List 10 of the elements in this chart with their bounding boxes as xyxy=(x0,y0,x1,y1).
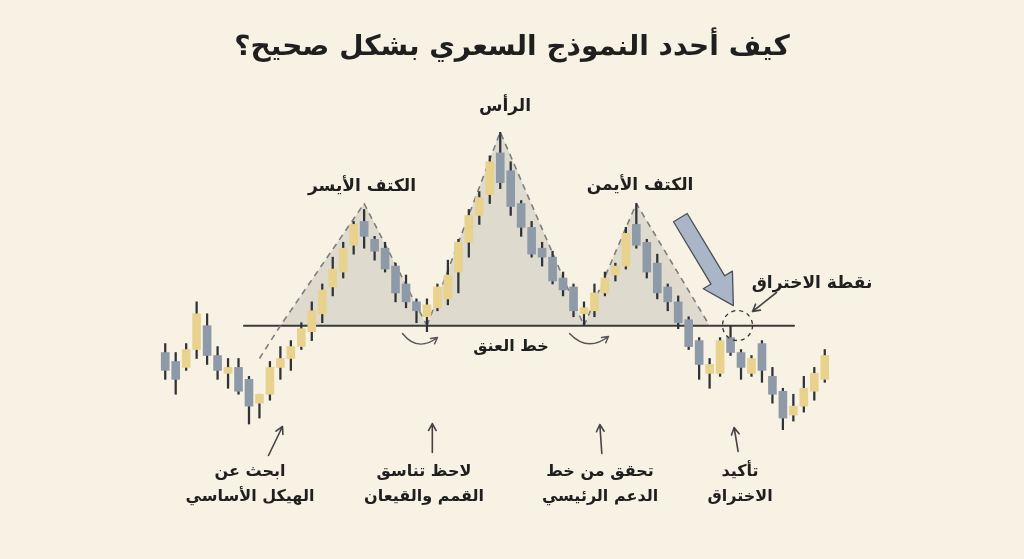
annotation: نقطة الاختراق xyxy=(751,272,873,294)
ref-line-label: خط العنق xyxy=(473,335,549,355)
annotation: الكتف الأيمن xyxy=(586,174,694,196)
text: تحقق من خط الدعم الرئيسي xyxy=(541,461,659,506)
annotation: الكتف الأيسر xyxy=(307,175,416,197)
text: لاحظ تناسق القمم والقيعان xyxy=(363,461,485,505)
text: تأكيد الاختراق xyxy=(707,460,773,505)
chart-title: كيف أحدد النموذج السعري بشكل صحيح؟ xyxy=(234,27,791,64)
text: الرأس xyxy=(478,94,532,117)
text: ابحث عن الهيكل الأساسي xyxy=(185,461,315,506)
